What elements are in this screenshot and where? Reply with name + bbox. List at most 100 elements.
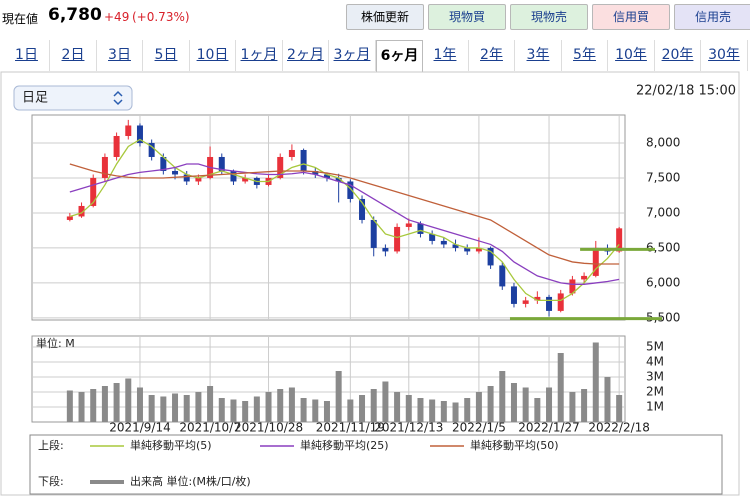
volume-bar [475,392,482,422]
x-tick-label: 2021/9/14 [109,421,171,435]
candle-body [569,279,576,294]
volume-bar [394,392,401,422]
period-tab[interactable]: 5年 [562,40,608,71]
volume-bar [510,383,517,422]
candle-body [557,293,564,311]
volume-bar [592,342,599,422]
period-tab[interactable]: 2年 [469,40,515,71]
price: 6,780 [48,5,102,25]
volume-bar [230,399,237,422]
candle-body [464,247,471,252]
x-tick-label: 2022/1/27 [518,421,580,435]
volume-bar [440,401,447,422]
select-arrow [113,90,123,106]
legend-label: 単純移動平均(50) [470,438,559,452]
volume-bar [382,381,389,422]
y-tick-label: 3M [646,370,664,384]
action-button[interactable]: 信用売 [674,4,750,30]
volume-bar [429,399,436,422]
period-tab[interactable]: 10年 [609,40,655,71]
volume-bar [405,395,412,422]
x-tick-label: 2022/1/5 [452,421,506,435]
period-tab[interactable]: 1年 [423,40,469,71]
volume-bar [253,396,260,422]
candle-body [616,228,623,252]
candle-body [405,223,412,227]
candle-body [475,247,482,252]
volume-bar [546,387,553,422]
candle-body [113,135,120,157]
moving-average [69,163,620,285]
y-tick-label: 4M [646,355,664,369]
x-tick-label: 2021/10/28 [234,421,303,435]
period-tab[interactable]: 2日 [51,40,97,71]
volume-bar [148,395,155,422]
candle-body [370,219,377,248]
candle-body [359,198,366,220]
candle-body [218,156,225,171]
volume-bar [370,389,377,422]
candle-body [440,240,447,245]
timestamp: 22/02/18 15:00 [636,84,736,99]
period-tab[interactable]: 3年 [516,40,562,71]
y-tick-label: 5M [646,340,664,354]
price-label: 現在値 [2,12,39,26]
period-tab[interactable]: 1ヶ月 [237,40,283,71]
change-pct: (+0.73%) [132,10,190,24]
volume-bar [66,390,73,422]
select-box[interactable] [13,85,133,111]
y-tick-label: 2M [646,385,664,399]
volume-bar [160,396,167,422]
candle-body [394,226,401,252]
period-tab[interactable]: 10日 [190,40,236,71]
candle-body [136,125,143,143]
y-tick-label: 7,500 [646,170,680,184]
candle-body [417,223,424,234]
legend-upper: 上段: [38,438,64,452]
x-tick-label: 2022/2/18 [588,421,650,435]
volume-bar [534,398,541,422]
x-tick-label: 2021/10/7 [179,421,241,435]
volume-bar [207,386,214,422]
select-text[interactable]: 日足 [22,91,48,106]
candle-body [452,244,459,248]
period-tab[interactable]: 5日 [144,40,190,71]
period-tab[interactable]: 1日 [4,40,50,71]
moving-average [69,163,620,265]
volume-bar [616,395,623,422]
volume-bar [288,387,295,422]
volume-bar [417,398,424,422]
action-button[interactable]: 現物買 [428,4,506,30]
period-tab[interactable]: 2ヶ月 [283,40,329,71]
volume-bar [265,392,272,422]
candle-body [347,181,354,199]
volume-bar [464,398,471,422]
period-tab[interactable]: 3ヶ月 [330,40,376,71]
action-button[interactable]: 株価更新 [346,4,424,30]
candle-body [335,177,342,182]
volume-bar [300,398,307,422]
candle-body [429,233,436,241]
volume-bar [312,399,319,422]
action-button[interactable]: 現物売 [510,4,588,30]
x-tick-label: 2021/11/19 [316,421,385,435]
y-tick-label: 1M [646,400,664,414]
period-tab[interactable]: 30年 [702,40,748,71]
period-tab[interactable]: 6ヶ月 [376,40,423,72]
candle-body [499,265,506,287]
period-tab[interactable]: 3日 [97,40,143,71]
volume-bar [277,389,284,422]
action-button[interactable]: 信用買 [592,4,670,30]
change: +49 [104,10,130,24]
candle-body [101,156,108,178]
volume-bar [581,389,588,422]
candle-body [312,170,319,175]
candle-body [125,125,132,136]
volume-bar [242,401,249,422]
y-tick-label: 8,000 [646,135,680,149]
price-plot [31,114,626,321]
period-tab[interactable]: 20年 [655,40,701,71]
legend-lower: 下段: [38,474,64,488]
candle-body [148,142,155,157]
